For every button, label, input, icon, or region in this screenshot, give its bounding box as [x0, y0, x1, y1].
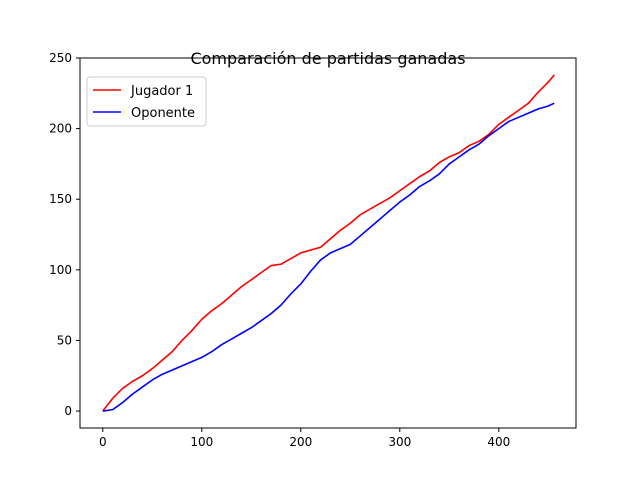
- series-layer: [102, 74, 555, 412]
- x-tick-label: 0: [99, 435, 107, 449]
- plot-frame: [79, 57, 577, 429]
- y-tick-label: 0: [64, 404, 72, 418]
- y-tick-label: 200: [49, 122, 72, 136]
- y-tick-label: 100: [49, 263, 72, 277]
- series-line-jugador-1: [102, 74, 555, 412]
- y-tick-label: 50: [57, 333, 72, 347]
- legend: Jugador 1 Oponente: [86, 76, 207, 127]
- axes-layer: 0 100 200 300 400 0 50 100 150 200 250: [49, 51, 577, 449]
- series-line-oponente: [102, 102, 555, 412]
- legend-label-oponente: Oponente: [131, 106, 195, 121]
- y-tick-label: 250: [49, 51, 72, 65]
- x-tick-label: 400: [487, 435, 510, 449]
- x-tick-label: 300: [388, 435, 411, 449]
- x-tick-label: 200: [289, 435, 312, 449]
- y-tick-label: 150: [49, 192, 72, 206]
- legend-label-jugador-1: Jugador 1: [130, 84, 193, 99]
- x-tick-label: 100: [190, 435, 213, 449]
